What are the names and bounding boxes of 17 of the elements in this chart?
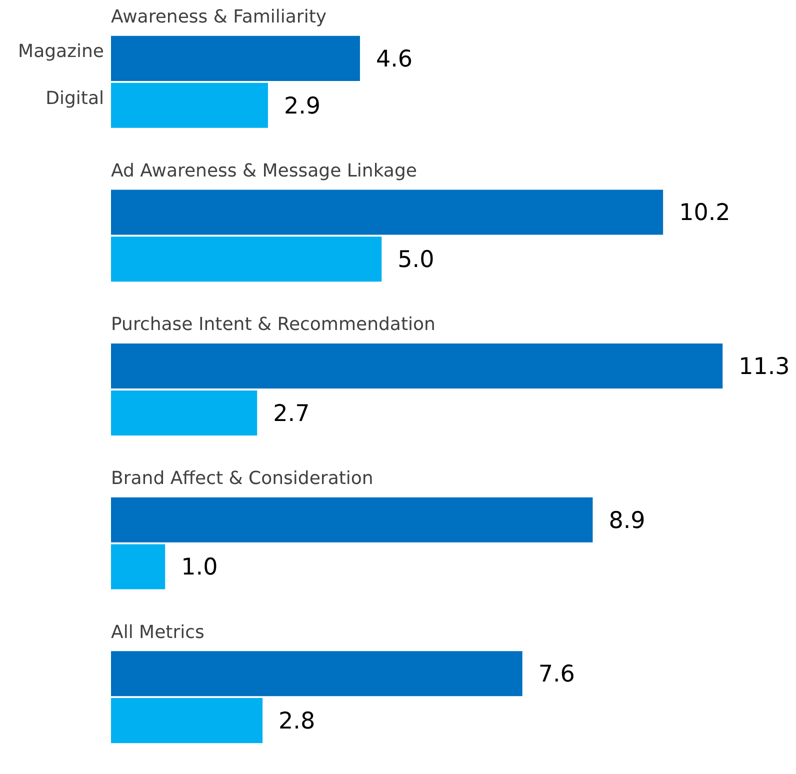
data-label: 2.8 bbox=[278, 708, 316, 735]
y-tick-label: Ad Awareness & Message Linkage bbox=[111, 160, 417, 182]
data-label: 8.9 bbox=[608, 508, 646, 534]
data-label: 1.0 bbox=[181, 554, 218, 581]
data-label: 2.9 bbox=[284, 93, 321, 120]
y-tick-label: All Metrics bbox=[111, 622, 204, 643]
data-label: 2.7 bbox=[273, 400, 310, 427]
data-label: 10.2 bbox=[679, 200, 730, 226]
series-label: Digital bbox=[46, 88, 104, 110]
y-tick-label: Awareness & Familiarity bbox=[111, 6, 327, 28]
data-label: 7.6 bbox=[538, 662, 575, 688]
data-label: 5.0 bbox=[398, 247, 434, 274]
data-label: 11.3 bbox=[738, 354, 790, 380]
series-label: Magazine bbox=[18, 41, 104, 62]
y-tick-label: Brand Affect & Consideration bbox=[111, 468, 374, 489]
data-label: 4.6 bbox=[376, 46, 413, 72]
y-tick-label: Purchase Intent & Recommendation bbox=[111, 314, 436, 336]
